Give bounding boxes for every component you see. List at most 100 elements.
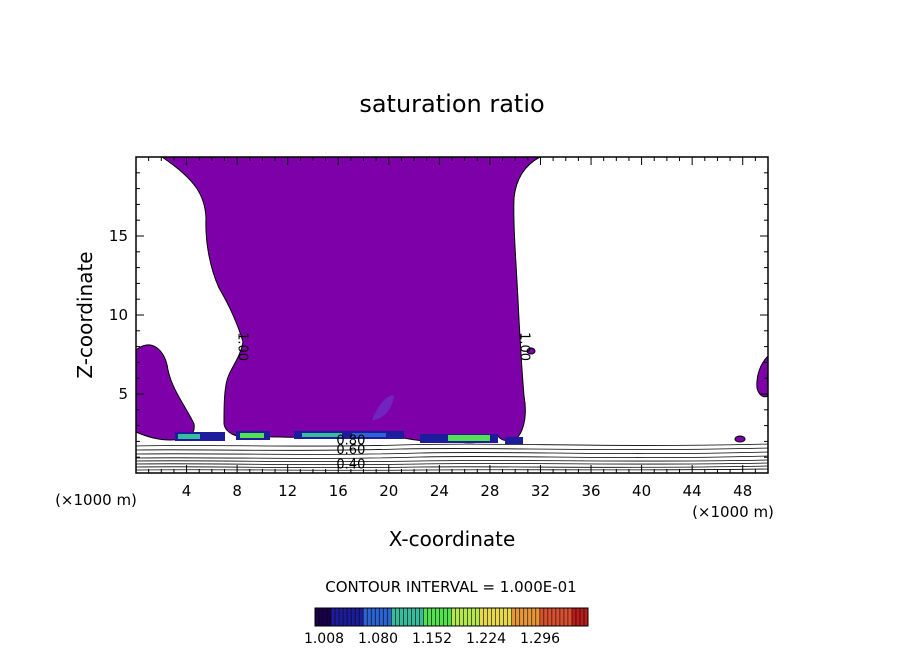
saturated-cell — [526, 347, 536, 355]
colorbar-cell — [455, 608, 460, 626]
colorbar-cell — [459, 608, 464, 626]
colorbar-cell — [443, 608, 448, 626]
colorbar-cell — [531, 608, 536, 626]
colorbar-cell — [507, 608, 512, 626]
colorbar-cell — [407, 608, 412, 626]
colorbar-cell — [463, 608, 468, 626]
colorbar-cell — [559, 608, 564, 626]
y-axis-label: Z-coordinate — [73, 251, 97, 378]
colorbar-cell — [387, 608, 392, 626]
x-tick-label: 24 — [430, 482, 449, 500]
colorbar-cell — [323, 608, 328, 626]
colorbar-cell — [571, 608, 576, 626]
colorbar-cell — [331, 608, 336, 626]
colorbar-cell — [447, 608, 452, 626]
colorbar-cell — [399, 608, 404, 626]
x-tick-label: 40 — [632, 482, 651, 500]
colorbar-cell — [383, 608, 388, 626]
x-tick-label: 4 — [182, 482, 192, 500]
saturated-region-right — [756, 354, 769, 398]
x-tick-label: 8 — [232, 482, 242, 500]
colorbar-cell — [415, 608, 420, 626]
y-tick-label: 15 — [109, 227, 128, 245]
colorbar-cell — [551, 608, 556, 626]
colorbar-cell — [499, 608, 504, 626]
colorbar-cell — [339, 608, 344, 626]
colorbar-cell — [439, 608, 444, 626]
x-axis-label: X-coordinate — [389, 527, 516, 551]
colorbar-cell — [515, 608, 520, 626]
colorbar-cell — [351, 608, 356, 626]
colorbar-cell — [327, 608, 332, 626]
saturated-region-left — [135, 344, 195, 441]
colorbar-tick-label: 1.080 — [358, 631, 398, 647]
colorbar-cell — [579, 608, 584, 626]
colorbar-cell — [395, 608, 400, 626]
colorbar-cell — [367, 608, 372, 626]
colorbar-cell — [511, 608, 516, 626]
colorbar-gradient — [314, 608, 588, 626]
y-tick-label: 10 — [109, 306, 128, 324]
colorbar-cell — [575, 608, 580, 626]
x-tick-label: 12 — [278, 482, 297, 500]
x-tick-label: 28 — [480, 482, 499, 500]
colorbar-cell — [535, 608, 540, 626]
supersaturation-bands — [175, 395, 523, 444]
colorbar-cell — [375, 608, 380, 626]
colorbar-cell — [451, 608, 456, 626]
x-tick-label: 44 — [683, 482, 702, 500]
colorbar-cell — [543, 608, 548, 626]
colorbar-cell — [391, 608, 396, 626]
contour-label: 1.00 — [516, 332, 531, 361]
colorbar-cell — [355, 608, 360, 626]
plot-area: 1.00 1.000.800.600.40 4 8 12 16 20 24 28 32 36 40 4… — [109, 156, 769, 500]
colorbar-cell — [475, 608, 480, 626]
colorbar-cell — [563, 608, 568, 626]
colorbar-cell — [347, 608, 352, 626]
colorbar-cell — [503, 608, 508, 626]
x-axis: 4 8 12 16 20 24 28 32 36 40 44 48 — [148, 157, 756, 500]
colorbar-cell — [523, 608, 528, 626]
colorbar-cell — [467, 608, 472, 626]
colorbar-cell — [419, 608, 424, 626]
colorbar-cell — [527, 608, 532, 626]
x-unit-label-right: (×1000 m) — [692, 503, 774, 521]
colorbar-cell — [411, 608, 416, 626]
contour-label: 0.60 — [336, 443, 365, 458]
contour-label: 1.00 — [234, 332, 249, 361]
colorbar-cell — [379, 608, 384, 626]
colorbar-cell — [435, 608, 440, 626]
x-tick-label: 36 — [581, 482, 600, 500]
contour-label: 0.80 — [336, 434, 365, 449]
colorbar-cell — [555, 608, 560, 626]
contour-labels: 1.00 1.00 0.800.600.40 — [234, 332, 531, 472]
colorbar-cell — [431, 608, 436, 626]
x-tick-label: 48 — [733, 482, 752, 500]
colorbar-cell — [363, 608, 368, 626]
contour-interval: CONTOUR INTERVAL = 1.000E-01 — [325, 578, 576, 596]
colorbar-frame — [314, 607, 589, 627]
colorbar-cell — [487, 608, 492, 626]
colorbar-cell — [343, 608, 348, 626]
colorbar-tick-label: 1.152 — [412, 631, 452, 647]
colorbar-cell — [547, 608, 552, 626]
chart-title: saturation ratio — [359, 90, 544, 118]
colorbar-cell — [491, 608, 496, 626]
x-tick-label: 32 — [531, 482, 550, 500]
colorbar-cell — [319, 608, 324, 626]
colorbar-cell — [519, 608, 524, 626]
colorbar-tick-label: 1.008 — [304, 631, 344, 647]
colorbar-cell — [403, 608, 408, 626]
x-unit-label-left: (×1000 m) — [55, 491, 137, 509]
colorbar-cell — [371, 608, 376, 626]
colorbar-cell — [335, 608, 340, 626]
colorbar-ticks: 1.008 1.080 1.152 1.224 1.296 — [304, 631, 560, 647]
colorbar-cell — [479, 608, 484, 626]
colorbar-tick-label: 1.296 — [520, 631, 560, 647]
y-axis: 5 10 15 — [109, 172, 768, 458]
colorbar: 1.008 1.080 1.152 1.224 1.296 — [304, 607, 589, 647]
x-tick-label: 20 — [379, 482, 398, 500]
colorbar-cell — [315, 608, 320, 626]
colorbar-tick-label: 1.224 — [466, 631, 506, 647]
